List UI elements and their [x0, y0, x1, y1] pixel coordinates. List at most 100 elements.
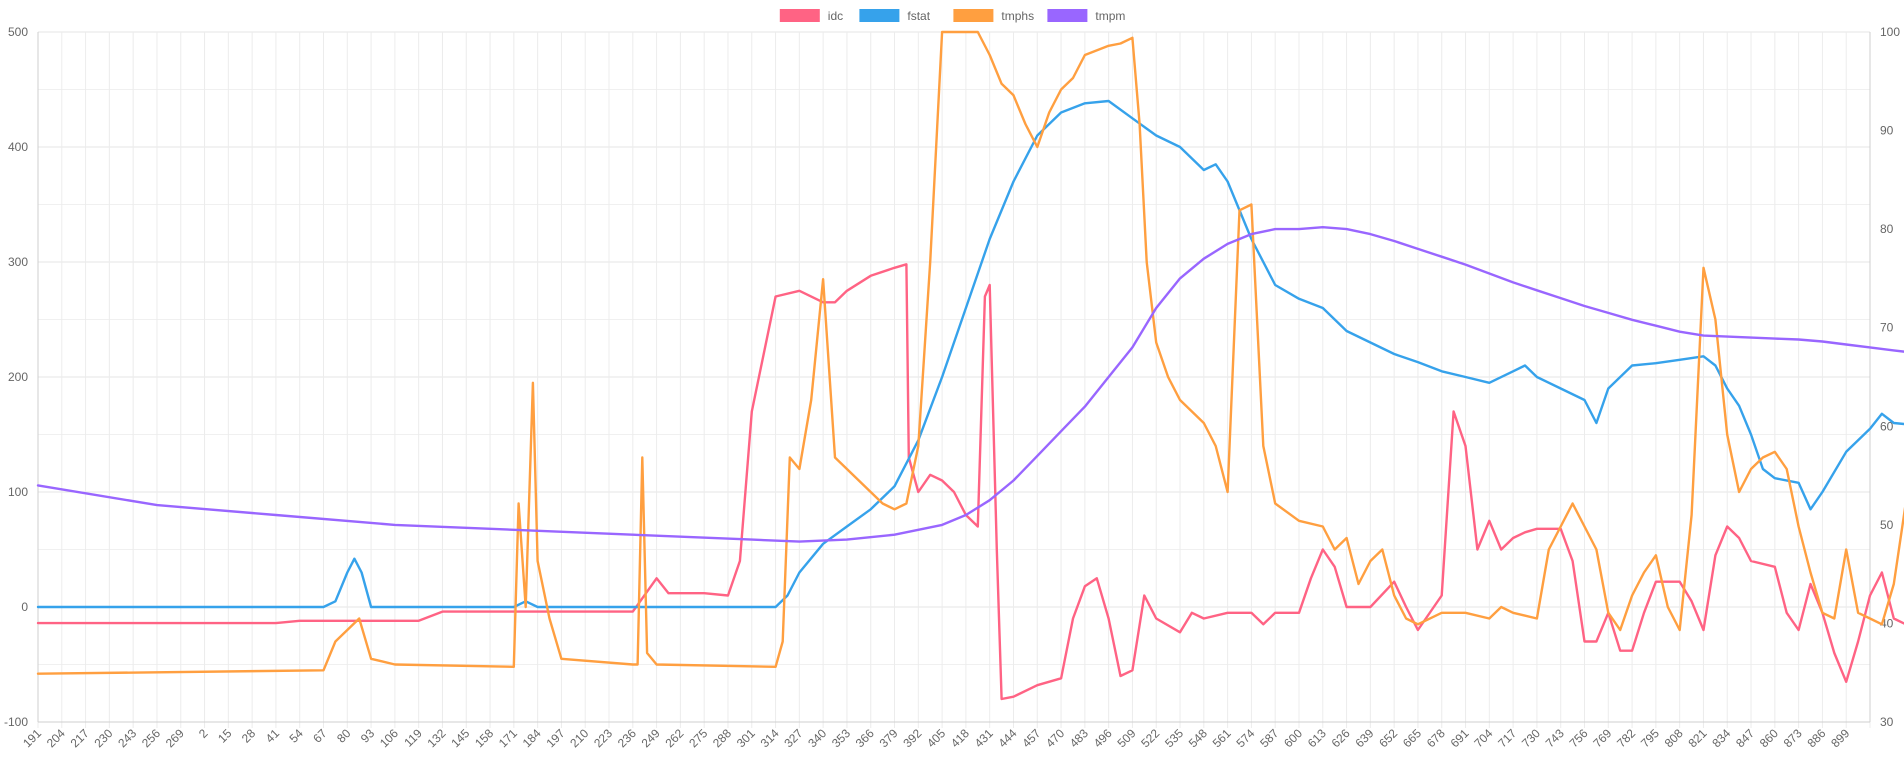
x-tick-label: 191: [20, 726, 44, 750]
x-tick-label: 821: [1686, 726, 1710, 750]
x-tick-label: 210: [567, 726, 591, 750]
x-tick-label: 353: [829, 726, 853, 750]
y-left-tick-label: -100: [4, 715, 28, 729]
x-tick-label: 652: [1376, 726, 1400, 750]
y-right-tick-label: 30: [1880, 715, 1894, 729]
x-tick-label: 574: [1233, 726, 1257, 750]
x-tick-label: 561: [1210, 726, 1234, 750]
series-line-tmpm: [36, 226, 1904, 543]
x-tick-label: 80: [334, 726, 354, 746]
y-left-tick-label: 0: [21, 600, 28, 614]
x-tick-label: 379: [877, 726, 901, 750]
x-tick-label: 28: [239, 726, 259, 746]
legend-item-tmphs[interactable]: tmphs: [953, 9, 1034, 23]
x-tick-label: 314: [758, 726, 782, 750]
x-tick-label: 756: [1567, 726, 1591, 750]
x-tick-label: 236: [615, 726, 639, 750]
x-tick-label: 119: [401, 726, 425, 750]
x-tick-label: 197: [543, 726, 567, 750]
chart-axes: 5004003002001000-10010090807060504030191…: [4, 25, 1900, 750]
legend-item-fstat[interactable]: fstat: [859, 9, 931, 23]
x-tick-label: 243: [115, 726, 139, 750]
x-tick-label: 678: [1424, 726, 1448, 750]
x-tick-label: 470: [1043, 726, 1067, 750]
x-tick-label: 769: [1590, 726, 1614, 750]
y-left-tick-label: 100: [8, 485, 28, 499]
legend-swatch: [1047, 9, 1088, 22]
x-tick-label: 808: [1662, 726, 1686, 750]
x-tick-label: 834: [1709, 726, 1733, 750]
legend-item-tmpm[interactable]: tmpm: [1047, 9, 1125, 23]
x-tick-label: 431: [972, 726, 996, 750]
legend-swatch: [953, 9, 994, 22]
x-tick-label: 15: [215, 726, 235, 746]
x-tick-label: 405: [924, 726, 948, 750]
x-tick-label: 691: [1448, 726, 1472, 750]
y-right-tick-label: 70: [1880, 321, 1894, 335]
series-line-tmphs: [36, 30, 1904, 675]
legend-item-idc[interactable]: idc: [779, 9, 843, 23]
x-tick-label: 483: [1067, 726, 1091, 750]
chart-series: [36, 30, 1904, 701]
x-tick-label: 217: [68, 726, 92, 750]
x-tick-label: 873: [1781, 726, 1805, 750]
chart-grid: [37, 31, 1871, 728]
x-tick-label: 93: [358, 726, 378, 746]
y-right-tick-label: 50: [1880, 518, 1894, 532]
x-tick-label: 171: [496, 726, 520, 750]
x-tick-label: 418: [948, 726, 972, 750]
x-tick-label: 366: [853, 726, 877, 750]
x-tick-label: 626: [1329, 726, 1353, 750]
x-tick-label: 730: [1519, 726, 1543, 750]
x-tick-label: 522: [1138, 726, 1162, 750]
x-tick-label: 600: [1281, 726, 1305, 750]
series-line-idc: [36, 263, 1904, 701]
legend-swatch: [779, 9, 820, 22]
x-tick-label: 275: [686, 726, 710, 750]
x-tick-label: 392: [900, 726, 924, 750]
x-tick-label: 496: [1091, 726, 1115, 750]
x-tick-label: 743: [1543, 726, 1567, 750]
legend-label: idc: [828, 9, 843, 23]
x-tick-label: 639: [1352, 726, 1376, 750]
x-tick-label: 899: [1828, 726, 1852, 750]
y-right-tick-label: 90: [1880, 124, 1894, 138]
chart-legend[interactable]: idc fstat tmphs tmpm: [779, 9, 1126, 23]
x-tick-label: 509: [1114, 726, 1138, 750]
x-tick-label: 54: [286, 726, 306, 746]
x-tick-label: 535: [1162, 726, 1186, 750]
x-tick-label: 717: [1495, 726, 1519, 750]
x-tick-label: 704: [1471, 726, 1495, 750]
y-right-tick-label: 100: [1880, 25, 1900, 39]
y-left-tick-label: 500: [8, 25, 28, 39]
legend-label: fstat: [907, 9, 930, 23]
x-tick-label: 587: [1257, 726, 1281, 750]
x-tick-label: 256: [139, 726, 163, 750]
x-tick-label: 41: [263, 726, 283, 746]
x-tick-label: 301: [734, 726, 758, 750]
x-tick-label: 269: [163, 726, 187, 750]
series-line-fstat: [36, 99, 1904, 609]
y-left-tick-label: 200: [8, 370, 28, 384]
x-tick-label: 106: [377, 726, 401, 750]
y-left-tick-label: 400: [8, 140, 28, 154]
x-tick-label: 340: [805, 726, 829, 750]
x-tick-label: 444: [996, 726, 1020, 750]
x-tick-label: 860: [1757, 726, 1781, 750]
x-tick-label: 230: [91, 726, 115, 750]
x-tick-label: 262: [662, 726, 686, 750]
x-tick-label: 158: [472, 726, 496, 750]
x-tick-label: 795: [1638, 726, 1662, 750]
x-tick-label: 288: [710, 726, 734, 750]
x-tick-label: 223: [591, 726, 615, 750]
x-tick-label: 327: [781, 726, 805, 750]
x-tick-label: 457: [1019, 726, 1043, 750]
x-tick-label: 886: [1804, 726, 1828, 750]
x-tick-label: 665: [1400, 726, 1424, 750]
x-tick-label: 249: [639, 726, 663, 750]
x-tick-label: 548: [1186, 726, 1210, 750]
x-tick-label: 184: [520, 726, 544, 750]
x-tick-label: 204: [44, 726, 68, 750]
x-tick-label: 2: [196, 726, 211, 741]
